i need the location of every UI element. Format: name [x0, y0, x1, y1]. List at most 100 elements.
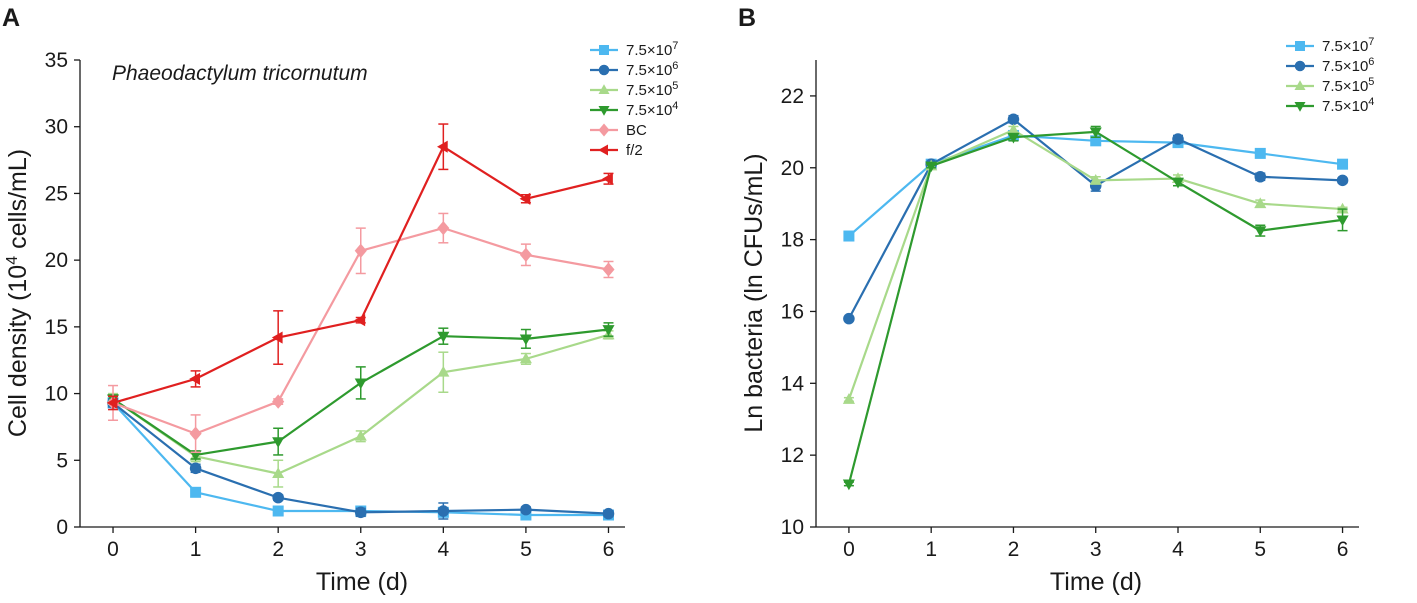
data-point — [1254, 226, 1267, 237]
legend-label-exponent: 4 — [672, 100, 678, 112]
legend-label-exponent: 6 — [672, 60, 678, 72]
data-point — [1089, 127, 1102, 139]
legend-label-base: 7.5×10 — [626, 42, 672, 59]
data-point — [1172, 133, 1184, 145]
y-tick-label: 25 — [45, 182, 68, 205]
data-point — [843, 230, 855, 242]
data-point — [1336, 202, 1349, 214]
legend-label-exponent: 6 — [1368, 56, 1374, 68]
y-tick-label: 16 — [781, 300, 804, 323]
legend-label: 7.5×104 — [1322, 96, 1374, 115]
data-point — [189, 372, 201, 385]
data-point — [519, 247, 532, 262]
data-point — [1337, 158, 1349, 170]
panel-b-y-axis-title: Ln bacteria (ln CFUs/mL) — [740, 153, 768, 432]
legend-label-base: 7.5×10 — [1322, 98, 1368, 115]
x-tick-label: 3 — [355, 538, 367, 561]
y-tick-label: 14 — [781, 372, 805, 395]
data-point — [925, 161, 938, 173]
y-tick-label: 5 — [56, 449, 68, 472]
data-point — [271, 331, 283, 344]
data-point — [354, 378, 367, 390]
data-point — [437, 220, 450, 236]
data-point — [1336, 215, 1349, 227]
legend-label-base: 7.5×10 — [1322, 78, 1368, 95]
data-point — [354, 243, 367, 258]
data-point — [602, 172, 613, 185]
data-point — [1089, 174, 1102, 185]
data-point — [519, 334, 532, 346]
panel-a-chart: A Phaeodactylum tricornutum 051015202530… — [2, 4, 678, 596]
legend-marker — [598, 64, 610, 76]
panel-b-x-axis-title: Time (d) — [1050, 568, 1142, 596]
legend-item: 7.5×105 — [1286, 76, 1374, 95]
series-4 — [842, 125, 1349, 491]
x-tick-label: 0 — [843, 538, 855, 561]
data-point — [272, 437, 285, 448]
x-tick-label: 4 — [437, 538, 449, 561]
panel-a-y-title-main: Cell density (10 — [4, 265, 32, 437]
y-tick-label: 10 — [781, 516, 804, 539]
data-point — [272, 467, 285, 479]
legend-marker — [599, 45, 609, 55]
legend-label-exponent: 5 — [672, 80, 678, 92]
legend-label-exponent: 5 — [1368, 76, 1374, 88]
data-point — [437, 331, 450, 343]
legend-marker — [598, 144, 608, 156]
data-point — [272, 505, 284, 517]
legend-label: 7.5×106 — [626, 60, 678, 79]
legend-marker — [1295, 41, 1305, 51]
data-point — [1254, 197, 1267, 209]
data-point — [519, 192, 531, 205]
x-tick-label: 5 — [520, 538, 532, 561]
x-tick-label: 1 — [190, 538, 202, 561]
data-point — [842, 393, 855, 404]
data-point — [1254, 147, 1266, 159]
panel-label-b: B — [738, 4, 756, 32]
legend-marker — [598, 84, 610, 94]
data-point — [519, 352, 532, 364]
x-tick-label: 2 — [272, 538, 284, 561]
data-point — [190, 486, 202, 498]
series-line — [112, 402, 609, 517]
legend-marker — [598, 106, 610, 116]
legend-label-exponent: 4 — [1368, 96, 1374, 108]
legend-label-base: BC — [626, 122, 647, 139]
series-line — [112, 333, 609, 475]
legend-label: BC — [626, 122, 647, 139]
panel-label-a: A — [2, 4, 20, 32]
data-point — [189, 450, 202, 462]
legend-item: BC — [590, 122, 647, 139]
panel-a-y-axis-title: Cell density (104 cells/mL) — [4, 149, 32, 437]
x-tick-label: 3 — [1090, 538, 1102, 561]
legend-item: f/2 — [590, 142, 643, 159]
legend-label-base: 7.5×10 — [1322, 38, 1368, 55]
panel-a-y-title-sup: 4 — [4, 256, 21, 265]
data-point — [1171, 177, 1185, 189]
y-tick-label: 20 — [45, 249, 68, 272]
y-tick-label: 18 — [781, 229, 804, 252]
data-point — [602, 262, 615, 277]
legend-label: 7.5×106 — [1322, 56, 1374, 75]
y-tick-label: 12 — [781, 444, 804, 467]
x-tick-label: 0 — [107, 538, 119, 561]
data-point — [1007, 123, 1020, 135]
legend-label-exponent: 7 — [672, 40, 678, 52]
x-tick-label: 6 — [1337, 538, 1349, 561]
series-5 — [106, 212, 615, 454]
x-tick-label: 2 — [1008, 538, 1020, 561]
y-tick-label: 20 — [781, 157, 804, 180]
series-3 — [842, 123, 1349, 404]
y-tick-label: 35 — [45, 49, 68, 72]
legend-label-base: 7.5×10 — [626, 82, 672, 99]
panel-a-x-axis-title: Time (d) — [316, 568, 408, 596]
legend-label: 7.5×105 — [626, 80, 678, 99]
legend-marker — [1294, 60, 1306, 72]
legend-item: 7.5×107 — [1286, 36, 1374, 55]
data-point — [354, 506, 367, 519]
species-annotation: Phaeodactylum tricornutum — [112, 62, 368, 85]
data-point — [602, 325, 615, 336]
legend-label: 7.5×107 — [1322, 36, 1374, 55]
